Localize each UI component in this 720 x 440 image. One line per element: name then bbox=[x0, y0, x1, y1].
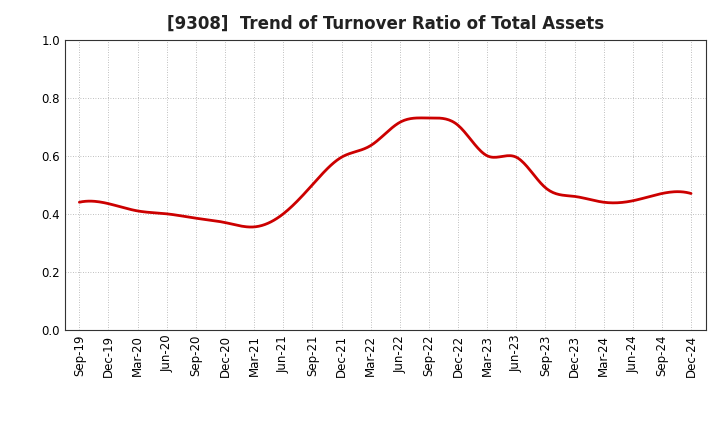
Title: [9308]  Trend of Turnover Ratio of Total Assets: [9308] Trend of Turnover Ratio of Total … bbox=[166, 15, 604, 33]
